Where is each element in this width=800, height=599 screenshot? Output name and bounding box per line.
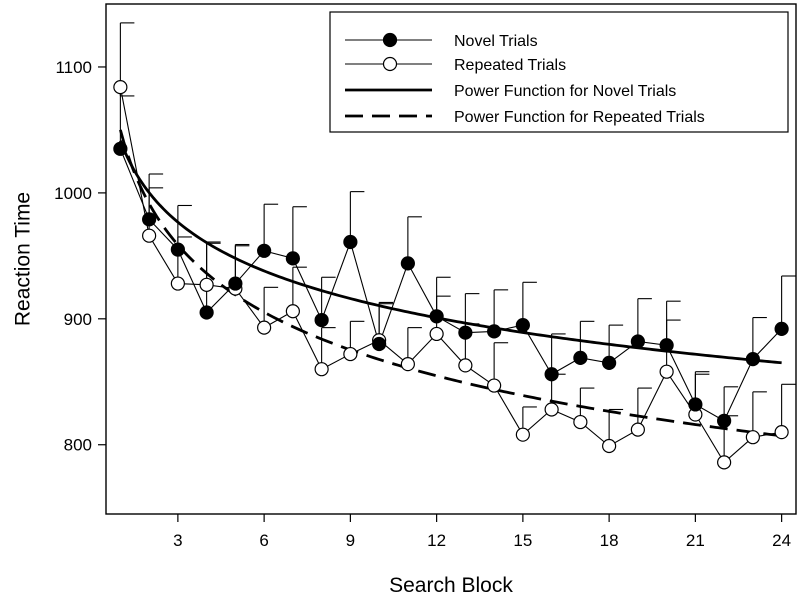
y-tick-label: 800	[64, 436, 92, 455]
point-repeated	[458, 358, 473, 373]
point-novel	[343, 234, 358, 250]
y-tick-label: 900	[64, 310, 92, 329]
axes	[98, 3, 797, 522]
point-novel	[257, 243, 272, 258]
x-tick-label: 15	[513, 531, 532, 550]
fit-curves	[119, 129, 782, 438]
plot-frame	[105, 3, 797, 515]
point-novel	[142, 212, 157, 227]
point-repeated	[630, 422, 645, 437]
legend-label-novel: Novel Trials	[454, 33, 538, 50]
legend: Novel Trials Repeated Trials Power Funct…	[329, 11, 789, 133]
point-novel	[429, 309, 444, 324]
x-tick-label: 3	[173, 531, 182, 550]
series-markers	[113, 80, 789, 470]
point-novel	[717, 413, 732, 428]
point-repeated	[487, 378, 502, 393]
legend-box	[329, 11, 789, 133]
legend-label-novel-fit: Power Function for Novel Trials	[454, 83, 676, 100]
point-repeated	[400, 357, 415, 372]
point-repeated	[745, 430, 760, 445]
point-novel	[745, 352, 760, 367]
point-repeated	[257, 320, 272, 335]
legend-label-repeated: Repeated Trials	[454, 57, 566, 74]
point-novel	[285, 251, 300, 266]
point-novel	[113, 141, 128, 156]
point-repeated	[515, 427, 530, 442]
point-novel	[372, 336, 387, 352]
point-novel	[458, 325, 473, 340]
point-repeated	[602, 438, 617, 454]
point-novel	[602, 355, 617, 370]
point-repeated	[113, 80, 128, 95]
point-novel	[544, 367, 559, 382]
point-novel	[228, 276, 243, 291]
point-repeated	[142, 228, 157, 243]
x-tick-label: 9	[346, 531, 355, 550]
series-line-repeated	[119, 87, 782, 464]
tick-labels: 3 6 9 12 15 18 21 24 800 900 1000 1100	[54, 58, 791, 550]
x-tick-label: 24	[772, 531, 791, 550]
point-novel	[487, 324, 502, 339]
point-novel	[659, 338, 674, 353]
point-novel	[573, 350, 588, 365]
point-novel	[314, 312, 329, 328]
y-tick-label: 1000	[54, 184, 92, 203]
x-tick-label: 6	[259, 531, 268, 550]
point-repeated	[429, 326, 444, 342]
x-tick-label: 21	[686, 531, 705, 550]
series-lines	[119, 87, 783, 464]
point-novel	[774, 321, 789, 336]
point-novel	[630, 334, 645, 349]
x-tick-label: 12	[427, 531, 446, 550]
fit-curve-repeated	[119, 129, 782, 438]
point-repeated	[774, 425, 789, 440]
point-novel	[515, 318, 530, 333]
point-repeated	[170, 276, 185, 291]
point-repeated	[199, 277, 214, 292]
point-novel	[170, 242, 185, 257]
point-repeated	[717, 455, 732, 470]
legend-label-repeated-fit: Power Function for Repeated Trials	[454, 109, 705, 126]
point-repeated	[659, 364, 674, 379]
point-repeated	[573, 414, 588, 430]
legend-marker-novel	[382, 32, 398, 48]
point-repeated	[544, 402, 559, 417]
x-tick-label: 18	[600, 531, 619, 550]
legend-marker-repeated	[382, 56, 398, 72]
point-novel	[688, 397, 703, 412]
point-repeated	[343, 346, 358, 362]
point-repeated	[314, 362, 329, 377]
x-axis-title: Search Block	[389, 574, 513, 597]
y-tick-label: 1100	[55, 58, 92, 77]
point-novel	[199, 305, 214, 320]
point-repeated	[285, 304, 300, 319]
point-novel	[400, 256, 415, 271]
fit-curve-novel	[119, 140, 782, 365]
y-axis-title: Reaction Time	[11, 192, 34, 326]
